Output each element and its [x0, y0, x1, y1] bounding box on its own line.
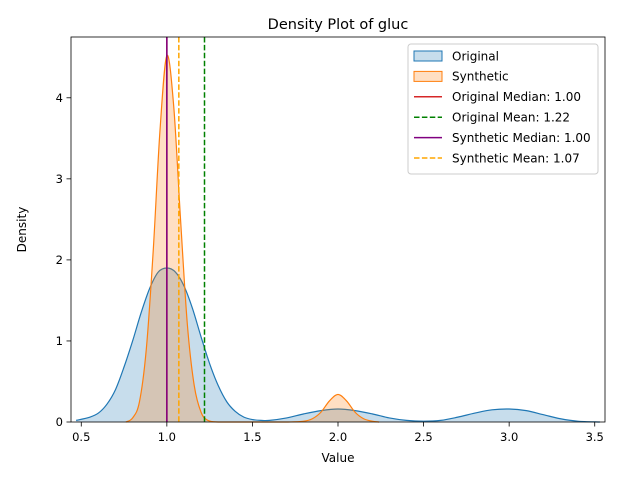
- legend-swatch: [413, 50, 443, 62]
- x-tick-label: 0.5: [72, 430, 90, 444]
- y-axis-label: Density: [15, 207, 29, 253]
- x-axis: 0.5 1.0 1.5 2.0 2.5 3.0 3.5: [72, 422, 604, 444]
- x-tick-label: 1.5: [243, 430, 261, 444]
- x-tick-label: 2.0: [329, 430, 347, 444]
- y-tick-label: 1: [56, 334, 63, 348]
- legend-label: Synthetic Mean: 1.07: [452, 151, 580, 165]
- x-tick-label: 3.5: [586, 430, 604, 444]
- legend-label: Original: [452, 49, 499, 63]
- vline-layer: [166, 37, 206, 422]
- legend-label: Synthetic: [452, 70, 509, 84]
- y-axis: 0 1 2 3 4: [56, 91, 71, 429]
- x-tick-label: 1.0: [158, 430, 176, 444]
- y-tick-label: 0: [56, 415, 63, 429]
- series-line-original: [75, 267, 600, 423]
- y-tick-label: 4: [56, 91, 63, 105]
- x-axis-label: Value: [322, 451, 355, 465]
- x-tick-label: 3.0: [500, 430, 518, 444]
- chart-title: Density Plot of gluc: [268, 17, 409, 33]
- legend-label: Synthetic Median: 1.00: [452, 131, 591, 145]
- x-tick-label: 2.5: [414, 430, 432, 444]
- series-area-original: [76, 268, 600, 422]
- legend-box: [407, 43, 599, 175]
- y-tick-label: 3: [56, 172, 63, 186]
- y-tick-label: 2: [56, 253, 63, 267]
- legend-label: Original Median: 1.00: [452, 90, 581, 104]
- series-area-synthetic: [125, 55, 380, 423]
- legend-swatch: [413, 70, 443, 82]
- legend-items: Original Synthetic Original Median: 1.00 Or…: [413, 49, 591, 165]
- legend: Original Synthetic Original Median: 1.00 Or…: [407, 43, 599, 175]
- legend-label: Original Mean: 1.22: [452, 111, 570, 125]
